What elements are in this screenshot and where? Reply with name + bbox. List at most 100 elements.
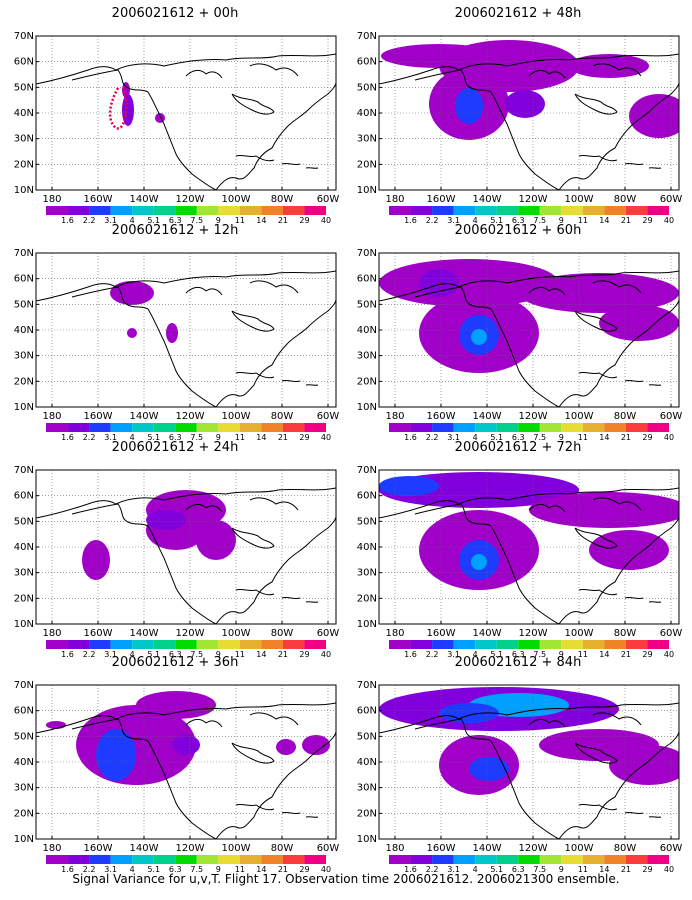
colorbar-label: 5.1 — [147, 865, 160, 874]
colorbar-swatch — [110, 855, 133, 864]
lon-tick-label: 180 — [385, 843, 404, 854]
lon-tick-label: 80W — [271, 194, 294, 205]
coastline — [215, 559, 289, 624]
colorbar-swatch — [496, 640, 519, 649]
colorbar-swatch — [389, 855, 411, 864]
colorbar-swatch — [89, 423, 111, 432]
colorbar-label: 6.3 — [169, 865, 182, 874]
colorbar-label: 14 — [599, 433, 609, 442]
colorbar-swatch — [261, 855, 283, 864]
colorbar-label: 21 — [621, 650, 631, 659]
colorbar-label: 11 — [235, 865, 245, 874]
colorbar-label: 11 — [235, 650, 245, 659]
map-72h: 70N 60N 50N 40N 30N 20N 10N 180 160W 140W 120W 100W… — [357, 465, 683, 659]
colorbar-swatch — [625, 423, 648, 432]
coastline — [490, 525, 560, 624]
coastline — [574, 742, 618, 764]
coastline — [574, 310, 618, 332]
coastline — [648, 384, 662, 386]
lon-tick-label: 140W — [473, 843, 502, 854]
lon-tick-label: 140W — [130, 843, 159, 854]
variance-contour — [609, 745, 679, 785]
colorbar-label: 3.1 — [447, 650, 460, 659]
colorbar-label: 4 — [130, 216, 135, 225]
colorbar-swatch — [647, 206, 669, 215]
coastline — [305, 167, 319, 169]
lat-tick-label: 60N — [357, 57, 377, 68]
lat-tick-label: 10N — [357, 834, 377, 845]
colorbar-swatch — [153, 423, 176, 432]
lon-tick-label: 140W — [130, 194, 159, 205]
colorbar-label: 2.2 — [426, 433, 439, 442]
coastline — [592, 280, 642, 294]
lat-tick-label: 70N — [357, 248, 377, 259]
colorbar-swatch — [239, 855, 262, 864]
lon-tick-label: 140W — [130, 411, 159, 422]
coastline — [490, 308, 560, 407]
colorbar-swatch — [304, 855, 326, 864]
colorbar-label: 40 — [321, 865, 331, 874]
colorbar-label: 40 — [664, 650, 674, 659]
coastline — [71, 69, 149, 93]
lon-tick-label: 180 — [42, 843, 61, 854]
colorbar-swatch — [582, 423, 605, 432]
lat-tick-label: 50N — [14, 731, 34, 742]
colorbar-swatch — [304, 206, 326, 215]
lat-tick-label: 70N — [14, 31, 34, 42]
panel-60h: 2006021612 + 60h 70N 60N 50N 40N 30N 20N 10N 18… — [353, 223, 683, 442]
coastline — [36, 270, 336, 302]
colorbar-swatch — [196, 206, 219, 215]
colorbar-swatch — [175, 423, 197, 432]
colorbar-swatch — [410, 855, 433, 864]
panel-title: 2006021612 + 00h — [111, 6, 239, 21]
coastline — [379, 702, 679, 734]
colorbar-swatch — [539, 640, 562, 649]
colorbar-swatch — [389, 206, 411, 215]
colorbar-label: 3.1 — [104, 433, 117, 442]
colorbar-label: 29 — [642, 216, 652, 225]
colorbar-swatch — [453, 206, 476, 215]
coastline — [231, 93, 275, 115]
colorbar-swatch — [647, 640, 669, 649]
panel-title: 2006021612 + 60h — [454, 223, 582, 238]
colorbar-swatch — [239, 206, 262, 215]
lat-tick-label: 70N — [14, 465, 34, 476]
lon-tick-label: 120W — [519, 194, 548, 205]
lat-tick-label: 70N — [357, 465, 377, 476]
lat-tick-label: 70N — [14, 680, 34, 691]
lat-tick-label: 50N — [357, 82, 377, 93]
colorbar-label: 7.5 — [190, 216, 203, 225]
colorbar-swatch — [604, 855, 626, 864]
variance-contour — [146, 510, 186, 530]
colorbar-label: 2.2 — [83, 433, 96, 442]
colorbar-swatch — [410, 206, 433, 215]
panel-48h: 2006021612 + 48h 70N 60N 50N 40N 30N 20N 10N 18… — [353, 6, 683, 225]
colorbar-label: 11 — [578, 865, 588, 874]
colorbar-label: 3.1 — [447, 433, 460, 442]
coastline — [624, 162, 644, 166]
coastline — [305, 384, 319, 386]
lat-tick-label: 20N — [357, 593, 377, 604]
colorbar-swatch — [625, 206, 648, 215]
coastline — [305, 601, 319, 603]
panel-title: 2006021612 + 72h — [454, 440, 582, 455]
lat-tick-label: 10N — [14, 185, 34, 196]
lat-tick-label: 30N — [357, 351, 377, 362]
variance-contour — [166, 323, 178, 343]
coastline — [281, 596, 301, 600]
variance-contour — [96, 729, 136, 781]
colorbar-swatch — [132, 423, 154, 432]
lat-tick-label: 40N — [357, 108, 377, 119]
panel-24h: 2006021612 + 24h 70N 60N 50N 40N 30N 20N 10N 18… — [10, 440, 340, 659]
lon-tick-label: 160W — [427, 194, 456, 205]
panel-title: 2006021612 + 12h — [111, 223, 239, 238]
colorbar-label: 4 — [130, 650, 135, 659]
colorbar-label: 5.1 — [490, 650, 503, 659]
lat-tick-label: 60N — [357, 491, 377, 502]
lon-tick-label: 160W — [427, 843, 456, 854]
lon-tick-label: 60W — [317, 628, 340, 639]
colorbar-label: 6.3 — [512, 216, 525, 225]
colorbar-label: 3.1 — [447, 865, 460, 874]
colorbar-swatch — [110, 640, 133, 649]
colorbar-swatch — [475, 423, 497, 432]
